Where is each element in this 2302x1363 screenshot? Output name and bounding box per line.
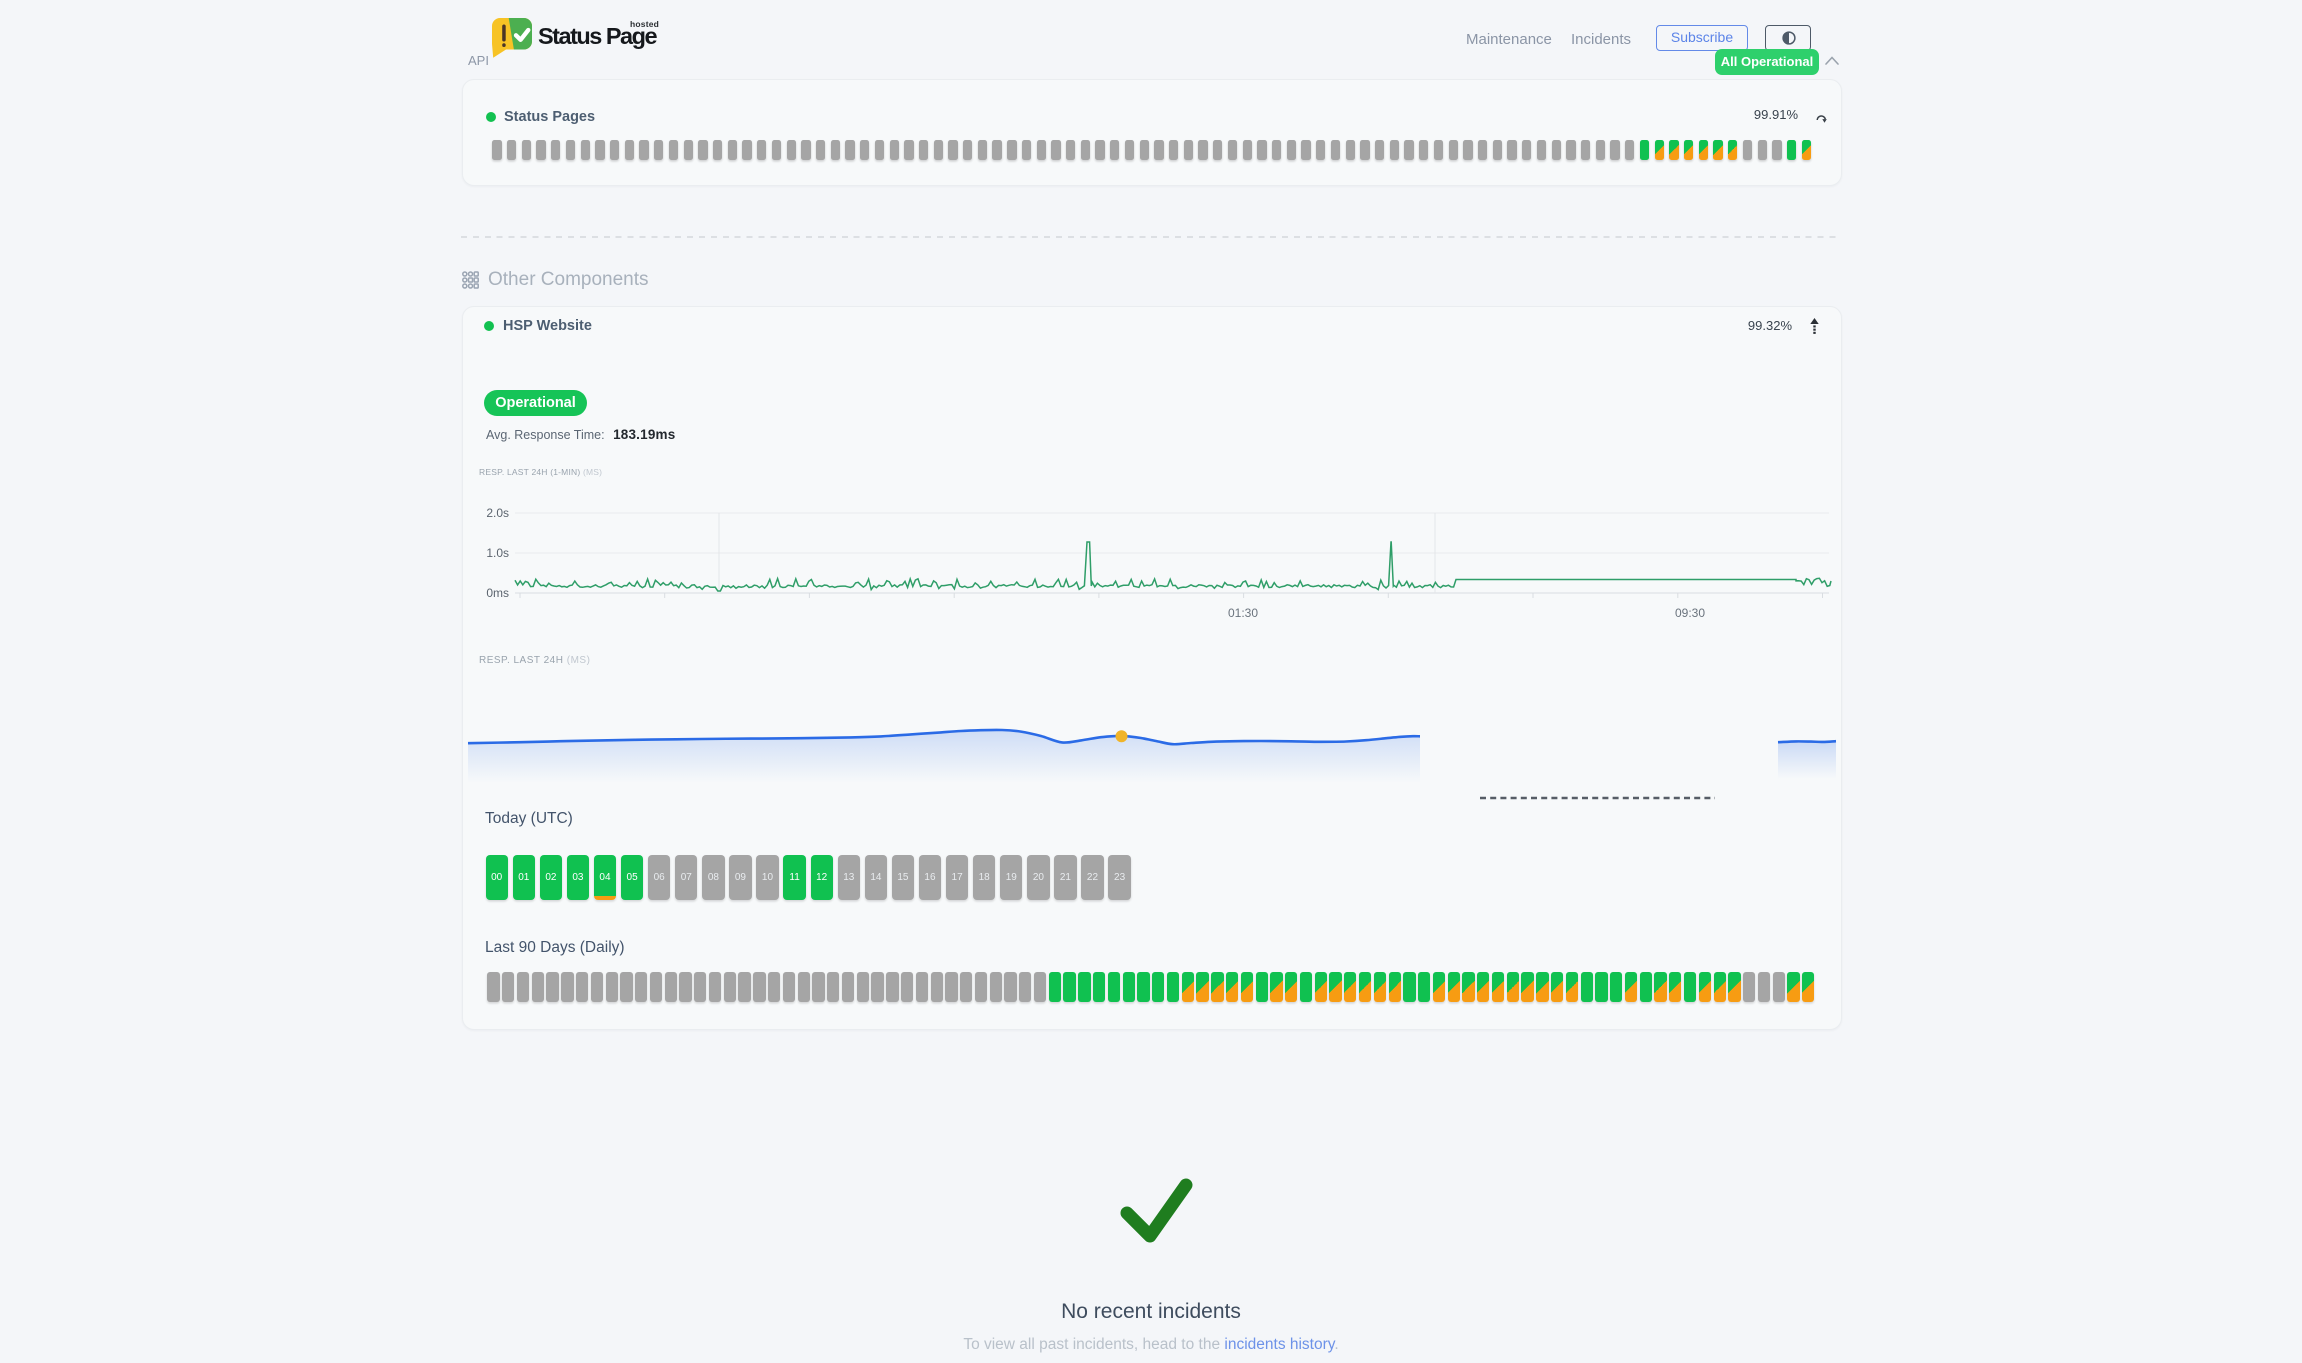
svg-text:0ms: 0ms [486,586,509,600]
svg-text:2.0s: 2.0s [486,506,509,520]
svg-text:09:30: 09:30 [1675,606,1705,620]
svg-text:1.0s: 1.0s [486,546,509,560]
svg-text:01:30: 01:30 [1228,606,1258,620]
